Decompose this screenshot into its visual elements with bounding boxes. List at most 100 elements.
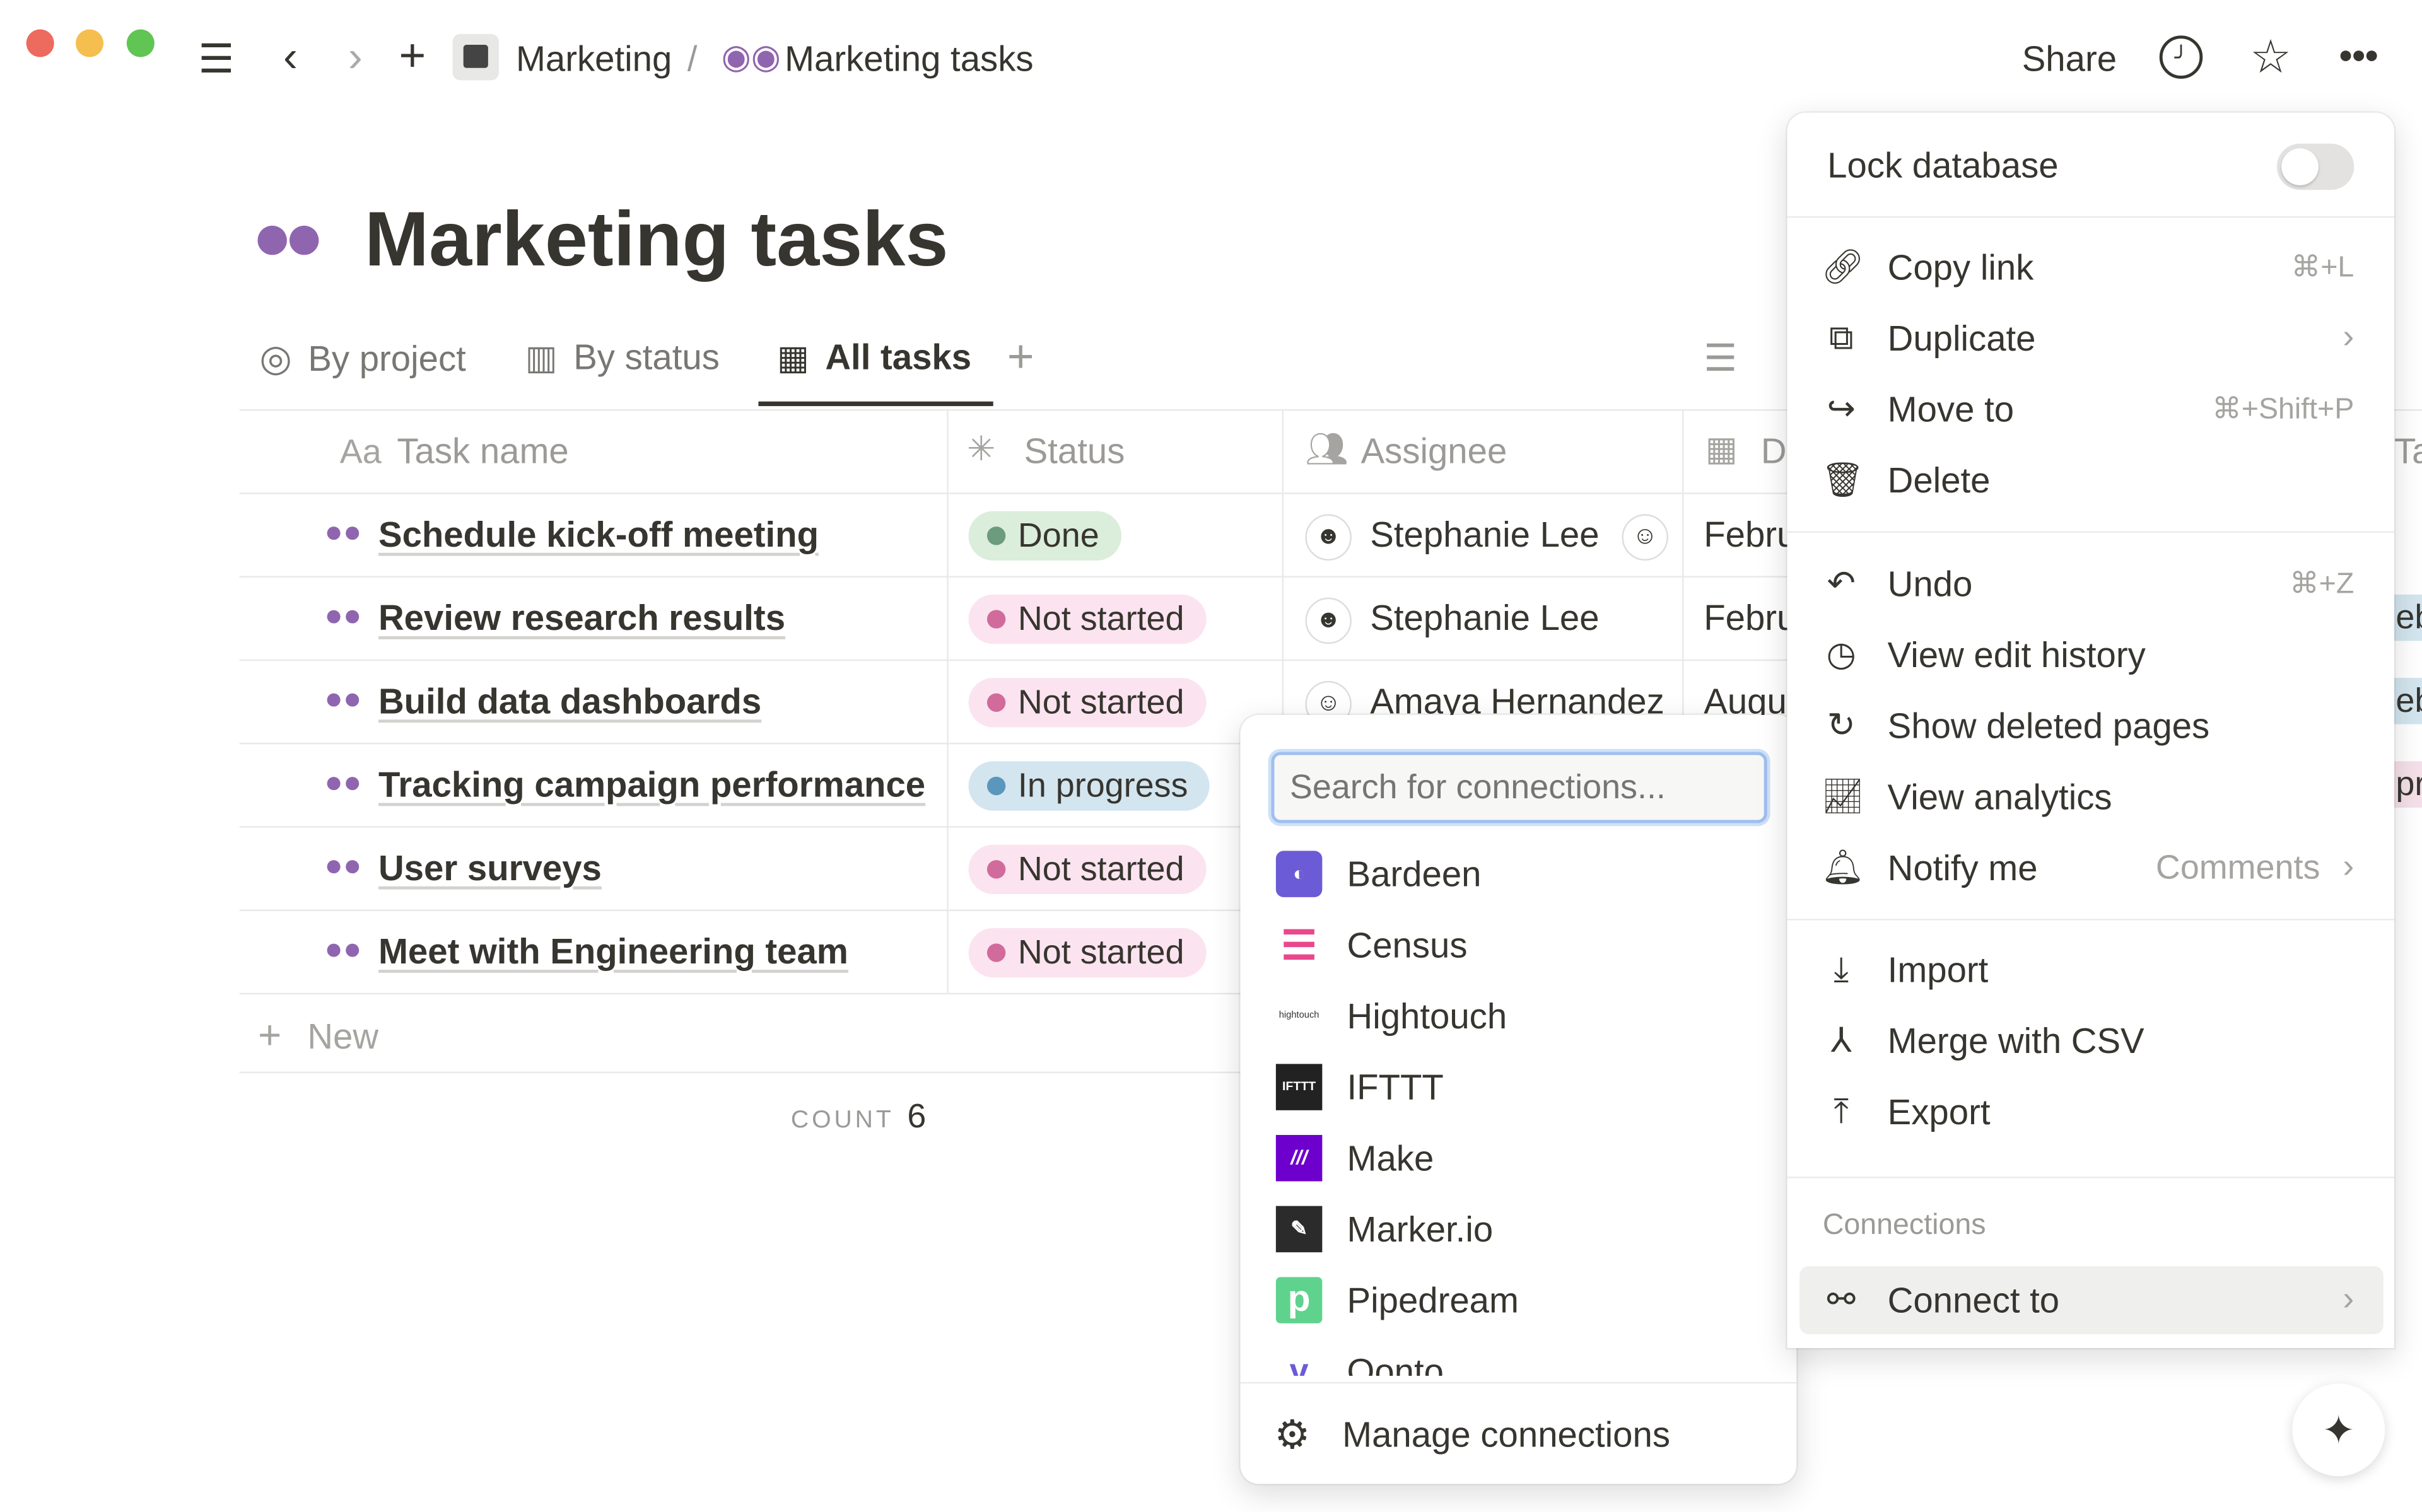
breadcrumb-marketing-tasks[interactable]: Marketing tasks <box>785 38 1034 79</box>
chart-icon: 📈︎ <box>1821 776 1864 816</box>
notify-me-item[interactable]: 🔔︎ Notify me Comments › <box>1787 834 2394 902</box>
column-header-task-name[interactable]: Task name <box>397 431 569 471</box>
task-name[interactable]: User surveys <box>378 847 602 888</box>
pipedream-logo-icon: p <box>1275 1277 1323 1323</box>
date[interactable]: Febru <box>1704 597 1797 638</box>
column-header-assignee[interactable]: Assignee <box>1360 431 1507 471</box>
date[interactable]: Augu <box>1704 681 1787 721</box>
new-row-button[interactable]: + New <box>239 992 1800 1074</box>
table-row[interactable]: ●● Meet with Engineering team Not starte… <box>239 909 1800 992</box>
connection-make[interactable]: /// Make <box>1241 1122 1797 1194</box>
close-window-button[interactable] <box>26 29 54 57</box>
connection-label: Qonto <box>1347 1351 1444 1376</box>
column-header-date[interactable]: D <box>1760 431 1787 471</box>
tab-by-status[interactable]: ▥ By status <box>525 337 720 383</box>
add-view-button[interactable]: + <box>1007 332 1034 383</box>
move-to-item[interactable]: ↪ Move to ⌘+Shift+P <box>1787 375 2394 443</box>
more-icon[interactable]: ••• <box>2339 35 2378 78</box>
back-icon[interactable]: ‹ <box>283 32 298 81</box>
share-button[interactable]: Share <box>2021 38 2117 79</box>
column-header-tags[interactable]: Ta <box>2394 431 2422 471</box>
binoculars-icon: ●● <box>324 515 362 550</box>
manage-connections-button[interactable]: ⚙ Manage connections <box>1241 1399 1797 1470</box>
page-icon-binoculars[interactable]: ●● <box>252 199 325 275</box>
connection-qonto[interactable]: v Qonto <box>1241 1335 1797 1376</box>
manage-label: Manage connections <box>1342 1414 1671 1455</box>
connection-ifttt[interactable]: IFTTT IFTTT <box>1241 1052 1797 1123</box>
assignee[interactable]: Stephanie Lee <box>1370 597 1600 638</box>
assignee[interactable]: Amaya Hernandez <box>1370 681 1664 721</box>
view-analytics-item[interactable]: 📈︎ View analytics <box>1787 763 2394 831</box>
divider <box>1787 1177 2394 1178</box>
item-label: View analytics <box>1887 776 2112 817</box>
task-name[interactable]: Review research results <box>378 597 786 638</box>
connection-hightouch[interactable]: hightouch Hightouch <box>1241 980 1797 1052</box>
delete-item[interactable]: 🗑︎ Delete <box>1787 446 2394 515</box>
avatar: ☺ <box>1622 514 1668 561</box>
table-row[interactable]: ●● Tracking campaign performance In prog… <box>239 742 1800 826</box>
sidebar-menu-icon[interactable]: ☰ <box>198 35 235 81</box>
date[interactable]: Febru <box>1704 514 1797 555</box>
status-badge[interactable]: Done <box>968 511 1121 561</box>
move-arrow-icon: ↪ <box>1827 389 1856 428</box>
assignee[interactable]: Stephanie Lee <box>1370 514 1600 555</box>
connection-label: Marker.io <box>1347 1209 1494 1250</box>
page-title[interactable]: Marketing tasks <box>364 196 949 283</box>
status-badge[interactable]: In progress <box>968 761 1210 811</box>
clock-icon[interactable]: ╯ <box>2159 35 2203 79</box>
lock-database-item[interactable]: Lock database <box>1787 131 2394 199</box>
star-icon[interactable]: ☆ <box>2250 32 2291 83</box>
import-item[interactable]: ⤓ Import <box>1787 936 2394 1004</box>
forward-icon[interactable]: › <box>348 32 363 81</box>
undo-item[interactable]: ↶ Undo ⌘+Z <box>1787 550 2394 618</box>
status-badge[interactable]: Not started <box>968 928 1206 978</box>
task-name[interactable]: Schedule kick-off meeting <box>378 514 819 555</box>
connection-label: Hightouch <box>1347 996 1507 1037</box>
count-summary[interactable]: COUNT 6 <box>791 1096 927 1137</box>
ai-sparkle-button[interactable]: ✦ <box>2292 1383 2385 1477</box>
table-row[interactable]: ●● Schedule kick-off meeting Done ☻ Step… <box>239 492 1800 576</box>
connection-census[interactable]: ☰ Census <box>1241 909 1797 980</box>
table-row[interactable]: ●● User surveys Not started <box>239 826 1800 909</box>
task-name[interactable]: Tracking campaign performance <box>378 764 926 805</box>
connect-to-item[interactable]: ⚯ Connect to › <box>1799 1266 2384 1334</box>
merge-with-csv-item[interactable]: ⅄ Merge with CSV <box>1787 1007 2394 1075</box>
table-row[interactable]: ●● Review research results Not started ☻… <box>239 576 1800 659</box>
connection-bardeen[interactable]: ◐ Bardeen <box>1241 839 1797 910</box>
export-item[interactable]: ⤒ Export <box>1787 1078 2394 1146</box>
avatar: ☻ <box>1305 597 1352 644</box>
show-deleted-pages-item[interactable]: ↻ Show deleted pages <box>1787 692 2394 760</box>
lock-database-toggle[interactable] <box>2276 143 2355 190</box>
column-divider <box>947 409 949 993</box>
breadcrumb-marketing[interactable]: Marketing <box>515 38 672 79</box>
view-edit-history-item[interactable]: ◷ View edit history <box>1787 620 2394 689</box>
tab-label: By status <box>573 336 720 377</box>
status-badge[interactable]: Not started <box>968 844 1206 894</box>
duplicate-item[interactable]: ⧉ Duplicate › <box>1787 304 2394 372</box>
item-label: Merge with CSV <box>1887 1020 2144 1061</box>
tab-by-project[interactable]: ◎ By project <box>259 337 465 383</box>
column-header-status[interactable]: Status <box>1024 431 1125 471</box>
active-tab-underline <box>758 401 993 407</box>
status-badge[interactable]: Not started <box>968 594 1206 644</box>
filter-icon[interactable]: ☰ <box>1704 338 1737 380</box>
status-badge[interactable]: Not started <box>968 678 1206 728</box>
minimize-window-button[interactable] <box>76 29 104 57</box>
new-page-icon[interactable]: + <box>399 30 426 82</box>
tab-label: All tasks <box>825 336 972 377</box>
task-name[interactable]: Meet with Engineering team <box>378 931 848 972</box>
item-label: Duplicate <box>1887 318 2036 359</box>
tab-all-tasks[interactable]: ▦ All tasks <box>777 337 971 383</box>
copy-link-item[interactable]: 🔗︎ Copy link ⌘+L <box>1787 233 2394 301</box>
item-label: Show deleted pages <box>1887 706 2210 746</box>
connections-search-input[interactable] <box>1271 752 1767 823</box>
count-value: 6 <box>907 1096 927 1136</box>
table-row[interactable]: ●● Build data dashboards Not started ☺ A… <box>239 659 1800 743</box>
connection-marker-io[interactable]: ✎ Marker.io <box>1241 1194 1797 1265</box>
import-icon: ⤓ <box>1834 950 1849 989</box>
connection-label: Make <box>1347 1137 1434 1178</box>
connection-pipedream[interactable]: p Pipedream <box>1241 1265 1797 1336</box>
status-label: Not started <box>1017 849 1185 888</box>
maximize-window-button[interactable] <box>126 29 155 57</box>
task-name[interactable]: Build data dashboards <box>378 681 762 721</box>
